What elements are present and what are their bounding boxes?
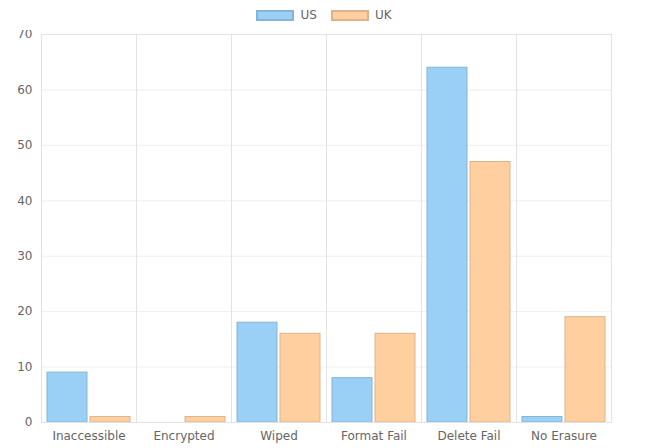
svg-text:20: 20 (17, 304, 32, 318)
svg-text:10: 10 (17, 360, 32, 374)
svg-text:No Erasure: No Erasure (531, 429, 597, 443)
svg-text:Wiped: Wiped (260, 429, 298, 443)
html-text:US: US (300, 8, 317, 22)
svg-text:70: 70 (17, 30, 32, 41)
svg-text:Inaccessible: Inaccessible (52, 429, 125, 443)
svg-text:Format Fail: Format Fail (341, 429, 407, 443)
svg-text:50: 50 (17, 138, 32, 152)
svg-text:30: 30 (17, 249, 32, 263)
svg-text:0: 0 (25, 415, 33, 429)
svg-text:Delete Fail: Delete Fail (437, 429, 500, 443)
svg-text:Encrypted: Encrypted (153, 429, 214, 443)
svg-text:60: 60 (17, 83, 32, 97)
html-text:UK: UK (374, 8, 392, 22)
svg-text:40: 40 (17, 194, 32, 208)
